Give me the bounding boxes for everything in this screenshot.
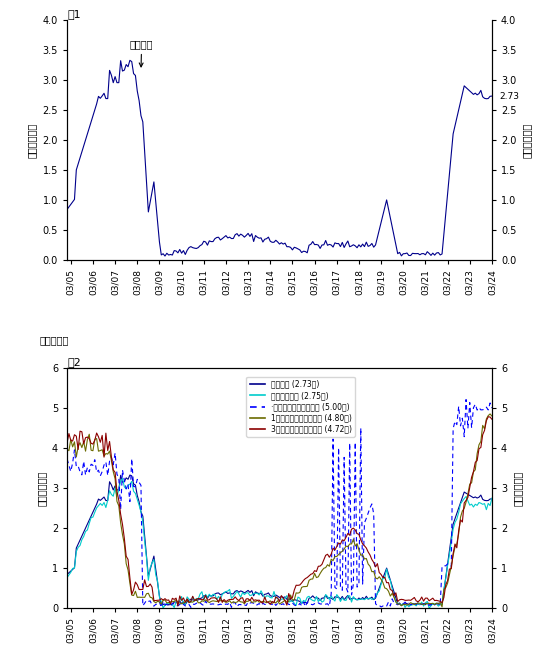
Line: 3個月香港銀行同業拆息 (4.72厘): 3個月香港銀行同業拆息 (4.72厘) [67,416,492,606]
綜合利率 (2.73厘) [472,493,479,501]
Legend: 綜合利率 (2.73厘), 加權存款利率 (2.75厘), ·隔夜香港銀行同業拆息 (5.00厘), 1個月香港銀行同業拆息 (4.80厘), 3個月香港銀行同: 綜合利率 (2.73厘), 加權存款利率 (2.75厘), ·隔夜香港銀行同業拆… [247,377,355,437]
·隔夜香港銀行同業拆息 (5.00厘) [64,455,70,463]
Text: 图1: 图1 [67,9,80,19]
3個月香港銀行同業拆息 (4.72厘) [125,555,131,563]
·隔夜香港銀行同業拆息 (5.00厘) [463,396,470,404]
·隔夜香港銀行同業拆息 (5.00厘) [75,462,82,470]
加權存款利率 (2.75厘) [476,498,482,506]
1個月香港銀行同業拆息 (4.80厘) [245,598,252,605]
·隔夜香港銀行同業拆息 (5.00厘) [125,481,131,488]
3個月香港銀行同業拆息 (4.72厘) [247,597,253,605]
Text: 图2: 图2 [67,357,81,368]
1個月香港銀行同業拆息 (4.80厘) [75,442,82,450]
1個月香港銀行同業拆息 (4.80厘) [456,529,462,537]
3個月香港銀行同業拆息 (4.72厘) [64,439,70,447]
加權存款利率 (2.75厘) [160,604,167,612]
綜合利率 (2.73厘) [476,493,482,501]
1個月香港銀行同業拆息 (4.80厘) [489,412,495,420]
3個月香港銀行同業拆息 (4.72厘) [456,527,462,535]
加權存款利率 (2.75厘) [119,475,126,483]
·隔夜香港銀行同業拆息 (5.00厘) [456,403,462,410]
加權存款利率 (2.75厘) [64,574,70,582]
加權存款利率 (2.75厘) [489,494,495,502]
3個月香港銀行同業拆息 (4.72厘) [489,415,495,423]
Line: 綜合利率 (2.73厘): 綜合利率 (2.73厘) [67,475,492,605]
·隔夜香港銀行同業拆息 (5.00厘) [489,404,495,412]
Text: 綜合利率: 綜合利率 [130,39,153,67]
Text: 期末数字。: 期末数字。 [39,335,69,346]
綜合利率 (2.73厘) [489,495,495,503]
Y-axis label: 年利率（厘）: 年利率（厘） [513,471,523,506]
·隔夜香港銀行同業拆息 (5.00厘) [247,599,253,607]
Line: 1個月香港銀行同業拆息 (4.80厘): 1個月香港銀行同業拆息 (4.80厘) [67,414,492,607]
3個月香港銀行同業拆息 (4.72厘) [174,602,181,610]
Line: 加權存款利率 (2.75厘): 加權存款利率 (2.75厘) [67,479,492,608]
加權存款利率 (2.75厘) [126,481,133,488]
綜合利率 (2.73厘) [64,570,70,578]
加權存款利率 (2.75厘) [457,500,464,508]
Y-axis label: 年利率（厘）: 年利率（厘） [522,122,532,157]
3個月香港銀行同業拆息 (4.72厘) [474,457,481,465]
Line: ·隔夜香港銀行同業拆息 (5.00厘): ·隔夜香港銀行同業拆息 (5.00厘) [67,400,492,607]
·隔夜香港銀行同業拆息 (5.00厘) [476,404,482,412]
1個月香港銀行同業拆息 (4.80厘) [439,603,446,611]
3個月香港銀行同業拆息 (4.72厘) [470,468,477,476]
1個月香港銀行同業拆息 (4.80厘) [64,446,70,453]
1個月香港銀行同業拆息 (4.80厘) [487,410,494,418]
3個月香港銀行同業拆息 (4.72厘) [75,446,82,453]
·隔夜香港銀行同業拆息 (5.00厘) [472,401,479,408]
Y-axis label: 年利率（厘）: 年利率（厘） [27,122,37,157]
加權存款利率 (2.75厘) [248,591,255,599]
3個月香港銀行同業拆息 (4.72厘) [485,412,491,420]
綜合利率 (2.73厘) [162,602,168,609]
綜合利率 (2.73厘) [75,540,82,548]
1個月香港銀行同業拆息 (4.80厘) [470,468,477,476]
·隔夜香港銀行同業拆息 (5.00厘) [158,603,165,611]
綜合利率 (2.73厘) [457,499,464,507]
1個月香港銀行同業拆息 (4.80厘) [125,566,131,574]
Text: 2.73: 2.73 [499,92,519,100]
綜合利率 (2.73厘) [248,587,255,595]
Y-axis label: 年利率（厘）: 年利率（厘） [36,471,46,506]
加權存款利率 (2.75厘) [75,543,82,551]
綜合利率 (2.73厘) [126,471,133,479]
1個月香港銀行同業拆息 (4.80厘) [474,449,481,457]
加權存款利率 (2.75厘) [472,500,479,508]
綜合利率 (2.73厘) [125,475,131,483]
